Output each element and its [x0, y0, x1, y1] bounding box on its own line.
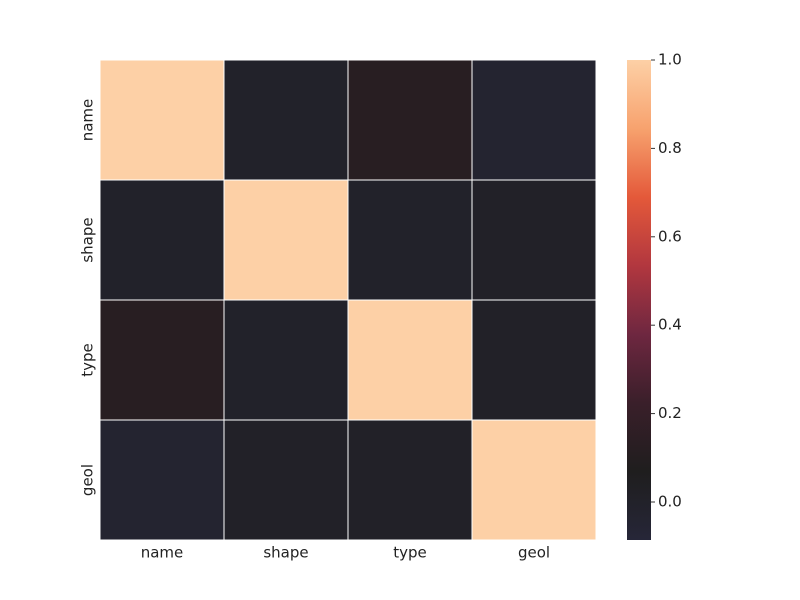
heatmap-cell	[471, 419, 597, 541]
heatmap-cell	[347, 299, 473, 421]
y-tick-label: geol	[79, 464, 97, 496]
x-tick-label: geol	[518, 544, 550, 562]
heatmap-cell	[223, 59, 349, 181]
x-tick-label: type	[393, 544, 427, 562]
heatmap-cell	[99, 419, 225, 541]
heatmap-cell	[471, 299, 597, 421]
y-tick-label: shape	[79, 217, 97, 262]
colorbar	[627, 60, 651, 540]
y-tick-label: name	[79, 99, 97, 142]
y-tick-label: type	[79, 343, 97, 377]
heatmap-cell	[471, 59, 597, 181]
heatmap-cell	[99, 299, 225, 421]
colorbar-tick-label: 0.0	[658, 492, 682, 510]
x-tick-label: shape	[263, 544, 308, 562]
colorbar-tick-label: 0.8	[658, 139, 682, 157]
heatmap-cell	[223, 179, 349, 301]
heatmap-cell	[223, 419, 349, 541]
colorbar-tick-label: 0.4	[658, 316, 682, 334]
x-tick-label: name	[141, 544, 184, 562]
heatmap-cell	[471, 179, 597, 301]
heatmap-cell	[99, 179, 225, 301]
colorbar-tick-label: 0.6	[658, 227, 682, 245]
colorbar-tick-label: 1.0	[658, 51, 682, 69]
heatmap-cell	[99, 59, 225, 181]
heatmap-cell	[347, 59, 473, 181]
heatmap-cell	[347, 419, 473, 541]
heatmap-cell	[223, 299, 349, 421]
colorbar-tick-label: 0.2	[658, 404, 682, 422]
heatmap-cell	[347, 179, 473, 301]
